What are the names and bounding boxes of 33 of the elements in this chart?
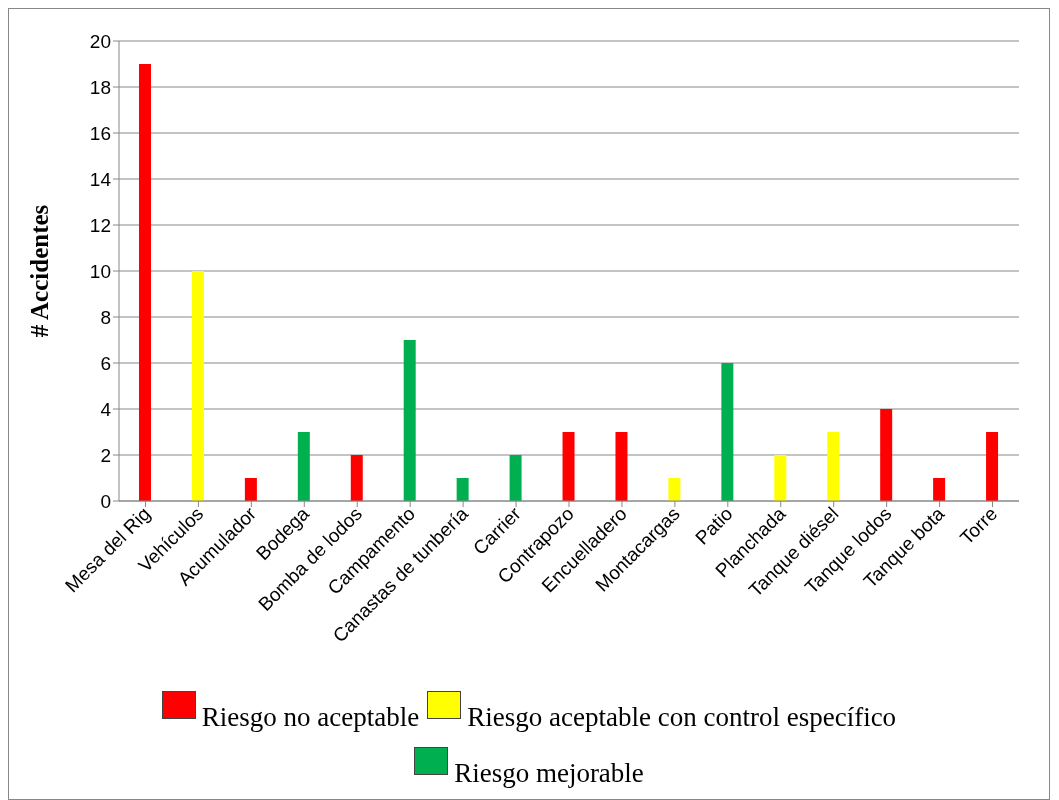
bar [880, 409, 893, 501]
y-tick-label: 18 [89, 76, 111, 98]
bar [244, 478, 257, 501]
bar [297, 432, 310, 501]
y-tick-label: 12 [89, 214, 111, 236]
legend-label: Riesgo mejorable [454, 758, 644, 789]
y-tick-label: 0 [100, 490, 111, 512]
bar [456, 478, 469, 501]
legend-label: Riesgo aceptable con control específico [467, 702, 897, 733]
y-tick-label: 14 [89, 168, 112, 190]
x-tick-label: Torre [955, 502, 1002, 549]
bar [509, 455, 522, 501]
y-tick-label: 20 [89, 30, 111, 52]
y-tick-label: 2 [100, 444, 111, 466]
y-axis-title: # Accidentes [25, 204, 53, 338]
bar [403, 340, 416, 501]
y-tick-label: 10 [89, 260, 111, 282]
bar [191, 271, 204, 501]
bar [933, 478, 946, 501]
bar [668, 478, 681, 501]
y-tick-label: 16 [89, 122, 111, 144]
bar [615, 432, 628, 501]
bar [139, 64, 151, 501]
bar [827, 432, 840, 501]
y-tick-label: 6 [100, 352, 111, 374]
bar [562, 432, 575, 501]
y-tick-label: 4 [100, 398, 112, 420]
bar [774, 455, 787, 501]
legend-label: Riesgo no aceptable [201, 702, 420, 733]
bar [350, 455, 363, 501]
y-tick-label: 8 [100, 306, 111, 328]
bar [986, 432, 999, 501]
bar [721, 363, 734, 501]
